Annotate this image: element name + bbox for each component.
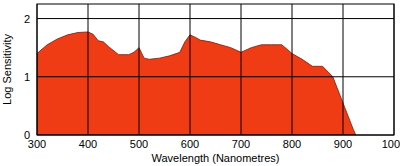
y-tick-label: 2: [24, 13, 30, 25]
y-axis-label: Log Sensitivity: [1, 34, 13, 105]
x-tick-label: 600: [181, 138, 199, 150]
y-tick-label: 0: [24, 129, 30, 141]
x-axis-label: Wavelength (Nanometres): [152, 152, 280, 164]
grid-line: [37, 76, 394, 77]
grid-line: [139, 4, 140, 135]
plot-background: [37, 4, 394, 135]
grid-line: [88, 4, 89, 135]
area: [37, 32, 356, 135]
data-group: [37, 32, 356, 135]
grid-line: [292, 4, 293, 135]
x-tick-label: 800: [283, 138, 301, 150]
grid-line: [37, 18, 394, 19]
y-tick-label: 1: [24, 71, 30, 83]
grid-line: [241, 4, 242, 135]
x-tick-label: 400: [79, 138, 97, 150]
x-tick-label: 300: [28, 138, 46, 150]
chart: 300 400 500 600 700 800 900 1000 0 1 2 Wavelength (…: [0, 0, 400, 166]
frame: [37, 4, 394, 135]
x-tick-label: 900: [334, 138, 352, 150]
grid-line: [190, 4, 191, 135]
x-tick-label: 700: [232, 138, 250, 150]
x-tick-label: 1000: [382, 138, 400, 150]
grid-line: [343, 4, 344, 135]
x-tick-label: 500: [130, 138, 148, 150]
